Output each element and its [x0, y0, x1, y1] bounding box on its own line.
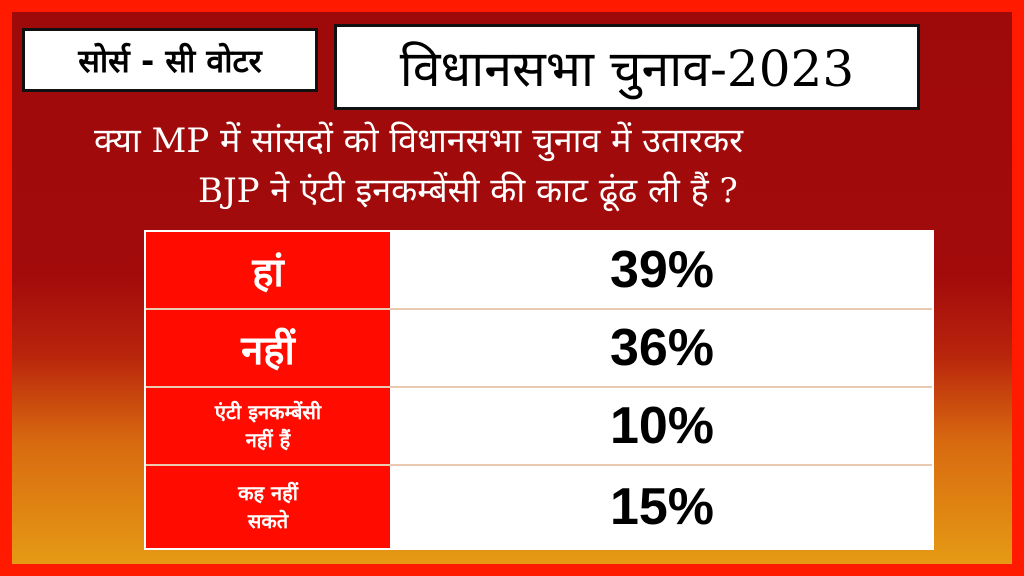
- result-label: नहीं: [146, 310, 392, 386]
- result-row-cant-say: कह नहीं सकते 15%: [146, 466, 932, 548]
- result-value: 10%: [392, 388, 932, 464]
- results-table: हां 39% नहीं 36% एंटी इनकम्बेंसी नहीं है…: [144, 230, 934, 550]
- result-label-line-1: एंटी इनकम्बेंसी: [214, 400, 322, 424]
- result-value: 39%: [392, 232, 932, 308]
- result-value: 36%: [392, 310, 932, 386]
- question-line-1: क्या MP में सांसदों को विधानसभा चुनाव मे…: [94, 121, 743, 161]
- result-value: 15%: [392, 466, 932, 548]
- result-row-yes: हां 39%: [146, 232, 932, 310]
- source-text: सोर्स - सी वोटर: [78, 41, 262, 80]
- title-box: विधानसभा चुनाव-2023: [334, 24, 920, 110]
- result-label-line-2: सकते: [247, 509, 289, 533]
- source-label: सोर्स - सी वोटर: [22, 28, 318, 92]
- question-line-2: BJP ने एंटी इनकम्बेंसी की काट ढूंढ ली है…: [198, 171, 738, 211]
- result-row-no-anti-incumbency: एंटी इनकम्बेंसी नहीं हैं 10%: [146, 388, 932, 466]
- result-label-line-2: नहीं हैं: [245, 428, 291, 452]
- page-title: विधानसभा चुनाव-2023: [399, 40, 855, 98]
- result-label: एंटी इनकम्बेंसी नहीं हैं: [146, 388, 392, 464]
- result-label-line-1: कह नहीं: [238, 481, 298, 505]
- result-label: कह नहीं सकते: [146, 466, 392, 548]
- result-row-no: नहीं 36%: [146, 310, 932, 388]
- result-label: हां: [146, 232, 392, 308]
- question: क्या MP में सांसदों को विधानसभा चुनाव मे…: [72, 116, 992, 216]
- poll-graphic: सोर्स - सी वोटर विधानसभा चुनाव-2023 क्या…: [12, 12, 1012, 564]
